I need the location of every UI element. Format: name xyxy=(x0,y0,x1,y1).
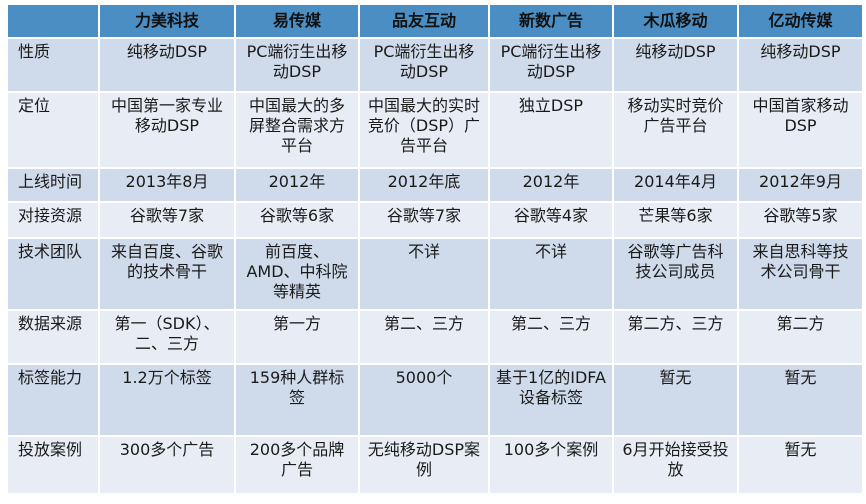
table-cell: 来自思科等技术公司骨干 xyxy=(737,237,864,311)
header-row: 力美科技 易传媒 品友互动 新数广告 木瓜移动 亿动传媒 xyxy=(6,3,864,39)
table-cell: 第二、三方 xyxy=(488,309,614,365)
table-cell: 2012年9月 xyxy=(737,167,864,203)
table-cell: 前百度、AMD、中科院等精英 xyxy=(234,237,360,311)
table-row: 数据来源 第一（SDK）、二、三方 第一方 第二、三方 第二、三方 第二方、三方… xyxy=(6,309,864,365)
table-cell: 第一（SDK）、二、三方 xyxy=(98,309,236,365)
table-cell: 纯移动DSP xyxy=(612,37,739,93)
table-cell: 谷歌等7家 xyxy=(98,201,236,239)
table-row: 技术团队 来自百度、谷歌的技术骨干 前百度、AMD、中科院等精英 不详 不详 谷… xyxy=(6,237,864,311)
table-cell: 中国最大的实时竞价（DSP）广告平台 xyxy=(358,91,490,169)
row-label: 上线时间 xyxy=(6,167,100,203)
table-cell: 谷歌等4家 xyxy=(488,201,614,239)
table-cell: 移动实时竞价广告平台 xyxy=(612,91,739,169)
table-cell: 159种人群标签 xyxy=(234,363,360,437)
row-label: 技术团队 xyxy=(6,237,100,311)
table-cell: 2013年8月 xyxy=(98,167,236,203)
table-cell: 2014年4月 xyxy=(612,167,739,203)
table-cell: 来自百度、谷歌的技术骨干 xyxy=(98,237,236,311)
row-label: 数据来源 xyxy=(6,309,100,365)
row-label: 对接资源 xyxy=(6,201,100,239)
table-cell: 不详 xyxy=(488,237,614,311)
table-cell: 200多个品牌广告 xyxy=(234,435,360,495)
header-corner xyxy=(6,3,100,39)
table-cell: 1.2万个标签 xyxy=(98,363,236,437)
table-cell: 独立DSP xyxy=(488,91,614,169)
table-cell: 中国第一家专业移动DSP xyxy=(98,91,236,169)
row-label: 标签能力 xyxy=(6,363,100,437)
table-cell: 无纯移动DSP案例 xyxy=(358,435,490,495)
column-header: 易传媒 xyxy=(234,3,360,39)
column-header: 新数广告 xyxy=(488,3,614,39)
column-header: 品友互动 xyxy=(358,3,490,39)
table-row: 标签能力 1.2万个标签 159种人群标签 5000个 基于1亿的IDFA设备标… xyxy=(6,363,864,437)
table-cell: 基于1亿的IDFA设备标签 xyxy=(488,363,614,437)
table-cell: PC端衍生出移动DSP xyxy=(488,37,614,93)
table-cell: 6月开始接受投放 xyxy=(612,435,739,495)
table-cell: 第二方、三方 xyxy=(612,309,739,365)
table-cell: 中国首家移动DSP xyxy=(737,91,864,169)
column-header: 亿动传媒 xyxy=(737,3,864,39)
table-cell: 暂无 xyxy=(737,363,864,437)
table-cell: 纯移动DSP xyxy=(98,37,236,93)
table-cell: 纯移动DSP xyxy=(737,37,864,93)
table-cell: 不详 xyxy=(358,237,490,311)
table-cell: 5000个 xyxy=(358,363,490,437)
table-cell: 2012年底 xyxy=(358,167,490,203)
table-cell: PC端衍生出移动DSP xyxy=(234,37,360,93)
table-cell: PC端衍生出移动DSP xyxy=(358,37,490,93)
table-cell: 2012年 xyxy=(234,167,360,203)
table-cell: 第二、三方 xyxy=(358,309,490,365)
table-row: 性质 纯移动DSP PC端衍生出移动DSP PC端衍生出移动DSP PC端衍生出… xyxy=(6,37,864,93)
row-label: 投放案例 xyxy=(6,435,100,495)
table-cell: 300多个广告 xyxy=(98,435,236,495)
table-cell: 第一方 xyxy=(234,309,360,365)
table-cell: 谷歌等广告科技公司成员 xyxy=(612,237,739,311)
table-cell: 谷歌等5家 xyxy=(737,201,864,239)
row-label: 性质 xyxy=(6,37,100,93)
table-cell: 谷歌等6家 xyxy=(234,201,360,239)
row-label: 定位 xyxy=(6,91,100,169)
table-cell: 暂无 xyxy=(612,363,739,437)
table-cell: 第二方 xyxy=(737,309,864,365)
table-row: 上线时间 2013年8月 2012年 2012年底 2012年 2014年4月 … xyxy=(6,167,864,203)
table-cell: 暂无 xyxy=(737,435,864,495)
table-cell: 2012年 xyxy=(488,167,614,203)
table-row: 定位 中国第一家专业移动DSP 中国最大的多屏整合需求方平台 中国最大的实时竞价… xyxy=(6,91,864,169)
table-cell: 中国最大的多屏整合需求方平台 xyxy=(234,91,360,169)
table-cell: 谷歌等7家 xyxy=(358,201,490,239)
table-cell: 芒果等6家 xyxy=(612,201,739,239)
comparison-table: 力美科技 易传媒 品友互动 新数广告 木瓜移动 亿动传媒 性质 纯移动DSP P… xyxy=(6,3,864,495)
table-row: 对接资源 谷歌等7家 谷歌等6家 谷歌等7家 谷歌等4家 芒果等6家 谷歌等5家 xyxy=(6,201,864,239)
column-header: 力美科技 xyxy=(98,3,236,39)
table-cell: 100多个案例 xyxy=(488,435,614,495)
table-row: 投放案例 300多个广告 200多个品牌广告 无纯移动DSP案例 100多个案例… xyxy=(6,435,864,495)
column-header: 木瓜移动 xyxy=(612,3,739,39)
